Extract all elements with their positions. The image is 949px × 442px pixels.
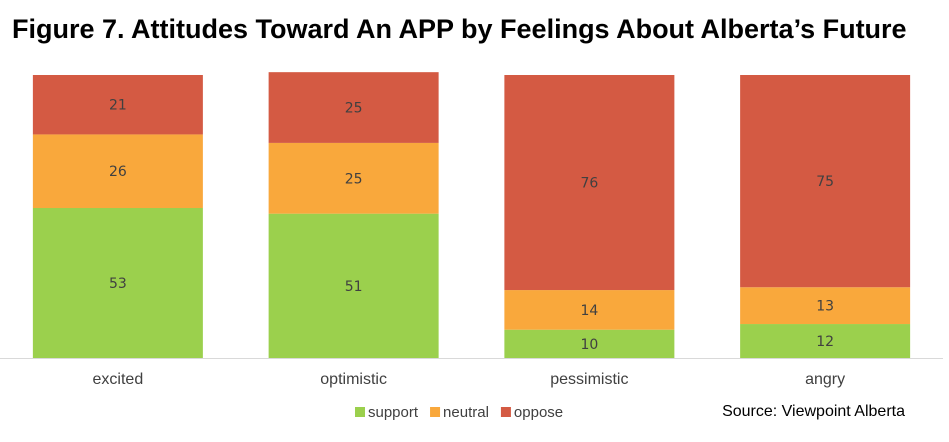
data-label-neutral-excited: 26 [109,164,127,180]
data-label-oppose-angry: 75 [816,174,834,190]
data-label-support-angry: 12 [816,334,834,350]
bar-neutral-angry [740,287,911,325]
source-note: Source: Viewpoint Alberta [722,403,905,420]
bar-support-pessimistic [504,329,675,358]
legend-swatch-oppose [500,407,511,417]
data-label-neutral-pessimistic: 14 [580,303,598,319]
legend-swatch-support [355,407,365,417]
data-label-neutral-angry: 13 [816,299,834,315]
legend-label-oppose: oppose [514,404,563,421]
bar-neutral-pessimistic [504,290,675,330]
data-label-oppose-pessimistic: 76 [580,176,598,192]
x-tick-label-optimistic: optimistic [320,371,387,388]
bar-oppose-excited [32,75,203,135]
legend-swatch-neutral [430,407,441,417]
data-label-support-excited: 53 [109,276,127,292]
legend-label-neutral: neutral [443,404,489,421]
bar-support-angry [740,324,911,358]
bar-neutral-optimistic [268,142,439,214]
x-tick-label-excited: excited [93,371,144,388]
bar-support-optimistic [268,213,439,358]
bar-oppose-angry [740,75,911,288]
chart-title: Figure 7. Attitudes Toward An APP by Fee… [12,14,907,44]
x-tick-label-angry: angry [805,371,845,388]
data-label-oppose-excited: 21 [109,98,127,114]
x-tick-label-pessimistic: pessimistic [550,371,628,388]
bar-oppose-pessimistic [504,75,675,291]
data-label-oppose-optimistic: 25 [345,101,363,117]
data-label-support-pessimistic: 10 [580,337,598,353]
data-label-neutral-optimistic: 25 [345,171,363,187]
bar-oppose-optimistic [268,72,439,143]
data-label-support-optimistic: 51 [345,279,363,295]
bar-neutral-excited [32,134,203,209]
bar-support-excited [32,208,203,358]
legend-label-support: support [368,404,419,421]
